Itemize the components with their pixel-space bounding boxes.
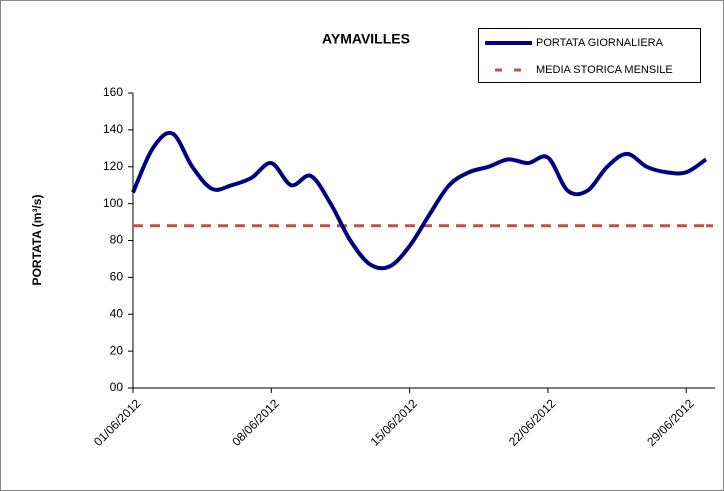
y-tick-label: 20 (110, 343, 124, 357)
y-tick-label: 160 (103, 85, 123, 99)
y-axis-label: PORTATA (m³/s) (30, 195, 44, 286)
legend-label: PORTATA GIORNALIERA (536, 37, 664, 49)
y-tick-label: 120 (103, 159, 123, 173)
series-line (131, 130, 708, 271)
y-tick-label: 00 (110, 380, 124, 394)
y-tick-label: 140 (103, 122, 123, 136)
y-tick-label: 80 (110, 233, 124, 247)
chart-title: AYMAVILLES (322, 31, 410, 47)
y-tick-label: 60 (110, 270, 124, 284)
legend-label: MEDIA STORICA MENSILE (536, 64, 673, 76)
y-tick-label: 40 (110, 306, 124, 320)
legend-box (478, 28, 701, 83)
y-tick-label: 100 (103, 196, 123, 210)
